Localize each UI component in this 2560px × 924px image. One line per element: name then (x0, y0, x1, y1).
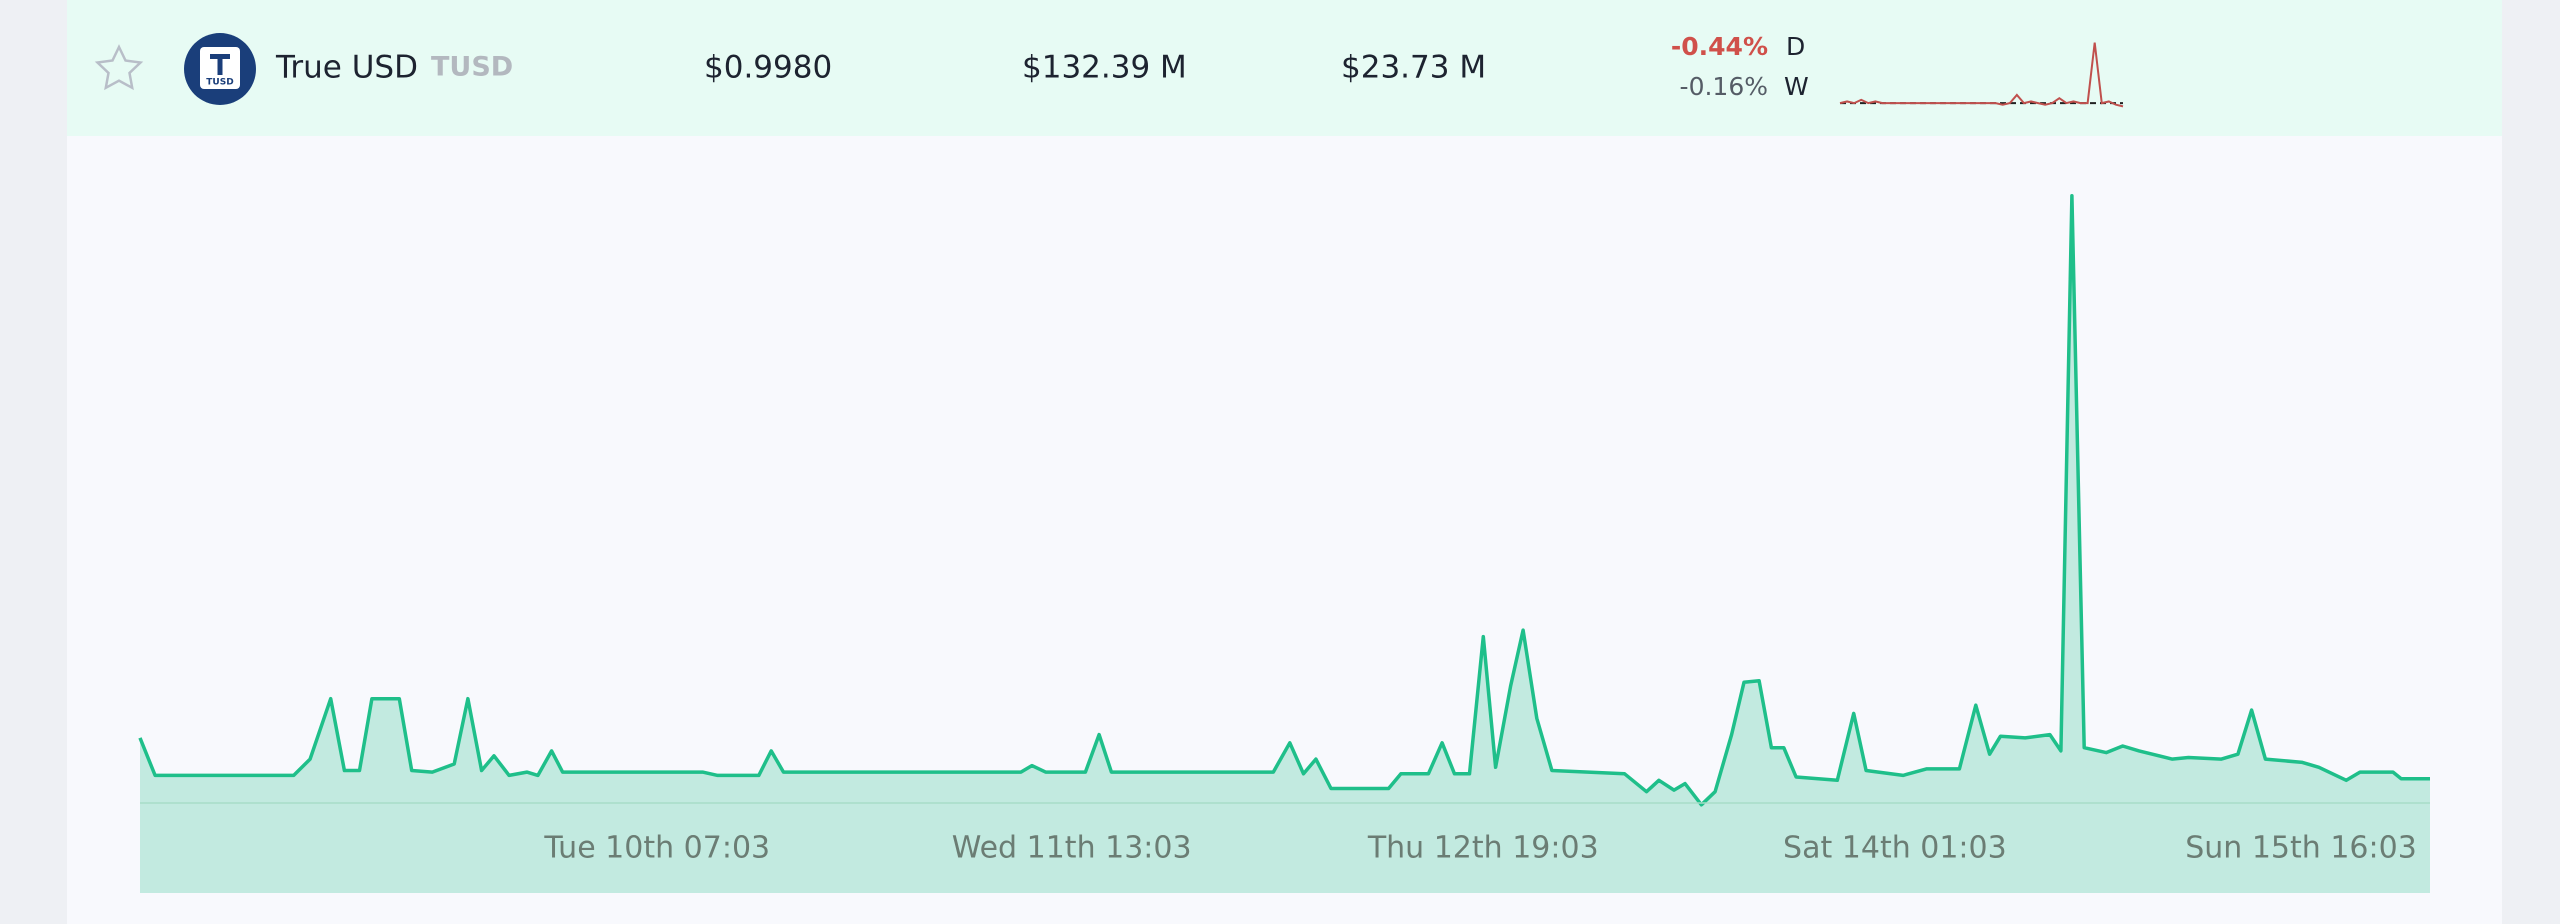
x-tick-label: Sun 15th 16:03 (2185, 831, 2417, 866)
logo-glyph (210, 54, 230, 75)
price-line (138, 193, 2430, 807)
card (67, 0, 2502, 924)
logo-text: TUSD (206, 78, 233, 88)
volume: $23.73 M (1341, 50, 1486, 86)
week-label: W (1784, 72, 1809, 101)
sparkline (1839, 42, 2124, 108)
change-week: -0.16% (1680, 72, 1768, 101)
x-tick-label: Sat 14th 01:03 (1783, 831, 2007, 866)
asset-row[interactable] (67, 0, 2502, 136)
price: $0.9980 (704, 50, 832, 86)
market-cap: $132.39 M (1022, 50, 1187, 86)
x-tick-label: Tue 10th 07:03 (543, 831, 770, 866)
x-tick-label: Thu 12th 19:03 (1367, 831, 1599, 866)
price-chart: Tue 10th 07:03 Wed 11th 13:03 Thu 12th 19:… (138, 193, 2430, 893)
favorite-star[interactable] (94, 44, 144, 91)
asset-symbol: TUSD (431, 52, 513, 83)
day-label: D (1786, 32, 1805, 61)
sparkline-line (1839, 42, 2124, 108)
x-tick-label: Wed 11th 13:03 (952, 831, 1192, 866)
change-day: -0.44% (1671, 32, 1768, 61)
asset-name: True USD (275, 50, 418, 86)
